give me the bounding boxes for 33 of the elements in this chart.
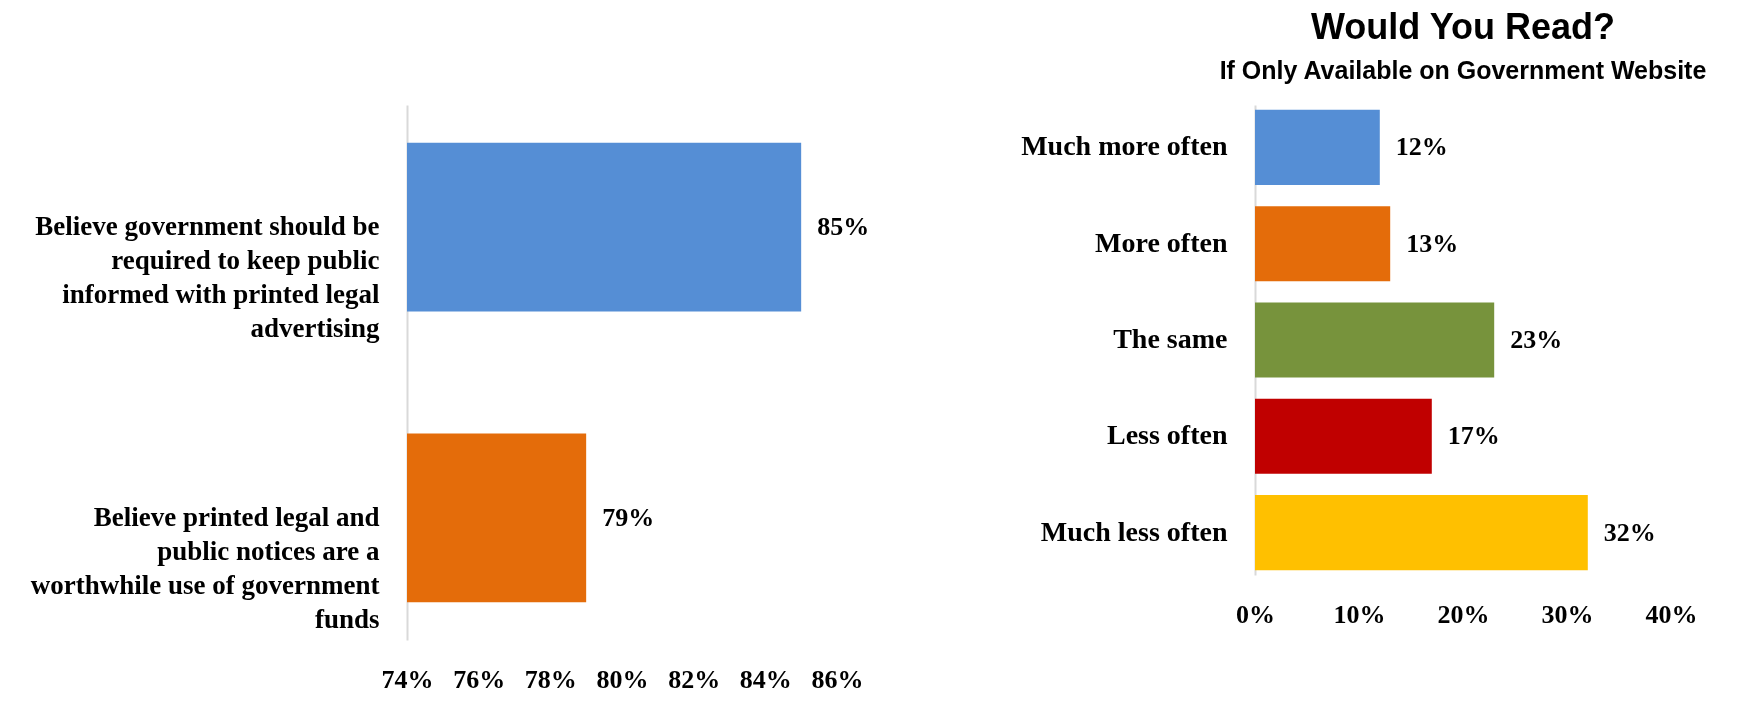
- y-tick-label: More often: [1095, 226, 1228, 258]
- x-tick-label: 86%: [811, 664, 864, 694]
- chart-title: Would You Read?: [1311, 6, 1615, 47]
- data-label: 17%: [1447, 421, 1500, 451]
- chart-subtitle: If Only Available on Government Website: [1219, 56, 1707, 84]
- bar: [1255, 206, 1391, 282]
- bar: [1255, 109, 1380, 185]
- bar: [1255, 398, 1432, 474]
- y-tick-label: Less often: [1106, 419, 1228, 451]
- bar: [1255, 495, 1588, 571]
- x-tick-label: 20%: [1437, 599, 1490, 629]
- data-label: 23%: [1510, 325, 1563, 354]
- data-label: 12%: [1395, 132, 1448, 162]
- y-tick-label: Much less often: [1040, 515, 1228, 547]
- x-tick-label: 74%: [381, 664, 434, 694]
- data-label: 13%: [1406, 228, 1459, 258]
- x-tick-label: 10%: [1333, 599, 1386, 629]
- x-tick-label: 84%: [739, 664, 792, 694]
- x-tick-label: 40%: [1645, 599, 1698, 629]
- x-tick-label: 82%: [668, 664, 721, 694]
- x-tick-label: 80%: [596, 664, 649, 694]
- bar: [1255, 302, 1495, 378]
- x-tick-label: 30%: [1541, 599, 1594, 629]
- y-tick-label: Believe printed legal and public notices are a worthwhile use of government funds: [30, 501, 380, 634]
- y-tick-label: Believe government should be required to keep public informed with printed legal advertising: [35, 211, 380, 344]
- x-tick-label: 0%: [1236, 599, 1275, 629]
- x-tick-label: 78%: [524, 664, 577, 694]
- y-tick-label: The same: [1113, 323, 1228, 354]
- data-label: 79%: [602, 502, 655, 532]
- data-label: 85%: [817, 212, 870, 242]
- data-label: 32%: [1603, 517, 1656, 547]
- x-tick-label: 76%: [453, 664, 506, 694]
- y-tick-label: Much more often: [1021, 130, 1228, 162]
